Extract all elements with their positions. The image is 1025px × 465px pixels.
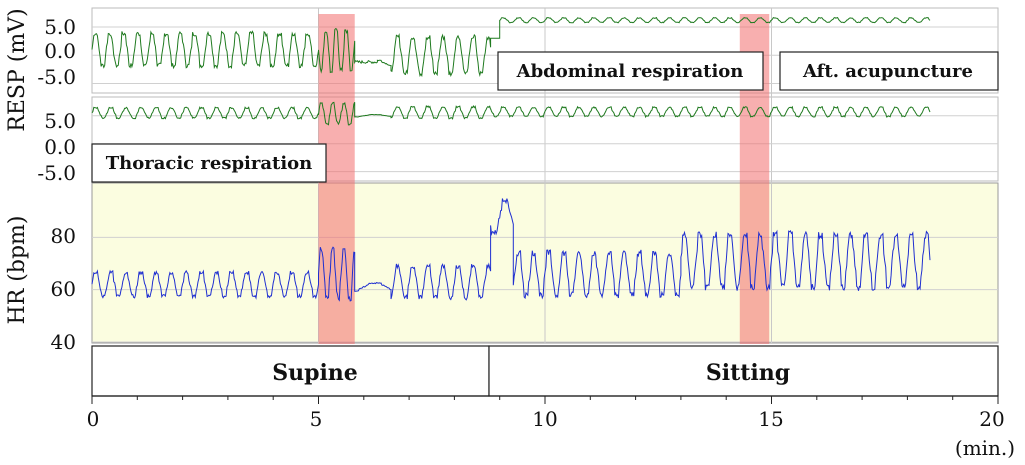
abdominal-series-line [91, 16, 931, 78]
abdominal-annotation-box [497, 51, 764, 91]
abd-ytick-label: 0.0 [44, 39, 76, 63]
abd-ytick-label: -5.0 [37, 65, 76, 89]
abd-ytick-label: 5.0 [44, 15, 76, 39]
acupuncture-annotation: Aft. acupuncture [802, 61, 973, 82]
hr-axis-title: HR (bpm) [5, 216, 30, 325]
thoracic-annotation: Thoracic respiration [106, 153, 313, 174]
x-unit-label: (min.) [955, 436, 1015, 460]
hr-ytick-label: 40 [51, 330, 76, 354]
abdominal-annotation: Abdominal respiration [516, 61, 744, 82]
posture-sitting-box [488, 345, 999, 397]
tho-ytick-label: 5.0 [44, 109, 76, 133]
thoracic-series [91, 101, 931, 126]
x-tick-label: 10 [532, 407, 557, 431]
x-tick-label: 5 [310, 407, 323, 431]
thoracic-annotation-box [91, 143, 327, 183]
hr-series [91, 198, 931, 302]
posture-supine-box [91, 345, 490, 397]
x-tick-label: 0 [87, 407, 100, 431]
tho-ytick-label: 0.0 [44, 135, 76, 159]
thoracic-series-line [91, 101, 931, 126]
posture-sitting-label: Sitting [706, 360, 790, 386]
x-ticks [91, 396, 999, 404]
x-tick-label: 20 [979, 407, 1004, 431]
x-tick-label: 15 [758, 407, 783, 431]
hr-ytick-label: 60 [51, 277, 76, 301]
resp-axis-title: RESP (mV) [5, 8, 30, 131]
abdominal-series [91, 16, 931, 78]
tho-ytick-label: -5.0 [37, 161, 76, 185]
hr-ytick-label: 80 [51, 224, 76, 248]
hr-series-line [91, 198, 931, 302]
acupuncture-annotation-box [779, 51, 999, 91]
posture-supine-label: Supine [272, 360, 358, 386]
